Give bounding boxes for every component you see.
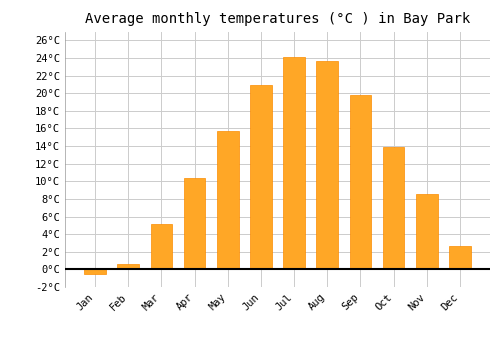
Bar [84, 270, 106, 274]
Bar [118, 264, 139, 270]
Bar [316, 61, 338, 270]
Bar [350, 95, 371, 270]
Bar [150, 224, 172, 270]
Bar [184, 178, 206, 270]
Title: Average monthly temperatures (°C ) in Bay Park: Average monthly temperatures (°C ) in Ba… [85, 12, 470, 26]
Bar [449, 246, 470, 270]
Bar [284, 57, 305, 270]
Bar [416, 195, 438, 270]
Bar [250, 85, 272, 270]
Bar [383, 147, 404, 270]
Bar [217, 131, 238, 270]
